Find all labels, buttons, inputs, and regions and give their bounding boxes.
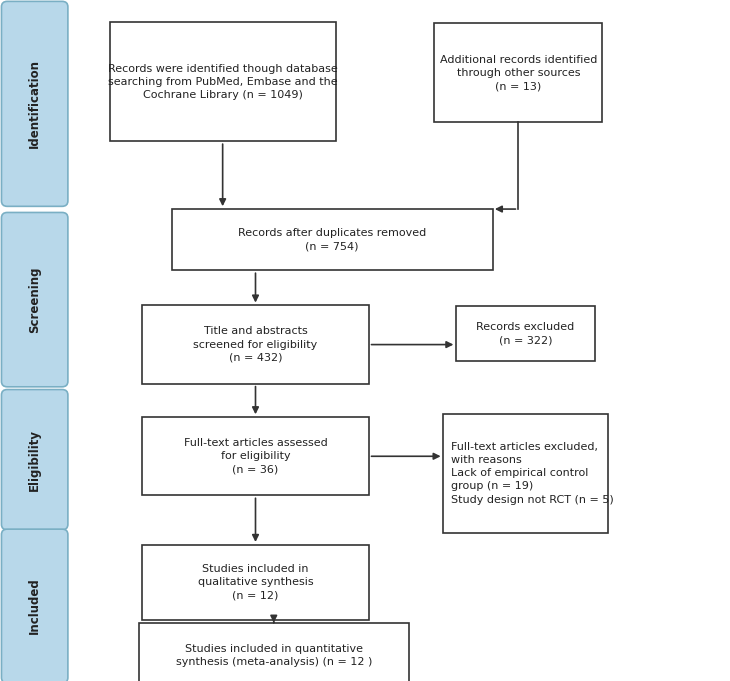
Bar [142, 545, 369, 620]
Bar [434, 24, 602, 123]
Text: Eligibility: Eligibility [28, 428, 41, 491]
Text: Records were identified though database
searching from PubMed, Embase and the
Co: Records were identified though database … [108, 63, 337, 100]
Bar [139, 622, 409, 681]
Bar [172, 209, 493, 270]
Text: Full-text articles assessed
for eligibility
(n = 36): Full-text articles assessed for eligibil… [184, 438, 327, 475]
Bar [142, 305, 369, 384]
FancyBboxPatch shape [1, 212, 68, 387]
Text: Records after duplicates removed
(n = 754): Records after duplicates removed (n = 75… [238, 228, 426, 251]
Bar [456, 306, 595, 361]
FancyBboxPatch shape [1, 390, 68, 530]
Bar [443, 414, 607, 533]
Text: Full-text articles excluded,
with reasons
Lack of empirical control
group (n = 1: Full-text articles excluded, with reason… [450, 442, 613, 505]
Text: Studies included in quantitative
synthesis (meta-analysis) (n = 12 ): Studies included in quantitative synthes… [175, 644, 372, 667]
Text: Title and abstracts
screened for eligibility
(n = 432): Title and abstracts screened for eligibi… [193, 326, 318, 363]
Text: Included: Included [28, 577, 41, 635]
Text: Additional records identified
through other sources
(n = 13): Additional records identified through ot… [439, 54, 597, 91]
Text: Records excluded
(n = 322): Records excluded (n = 322) [477, 322, 575, 345]
Text: Studies included in
qualitative synthesis
(n = 12): Studies included in qualitative synthesi… [198, 564, 313, 601]
Text: Identification: Identification [28, 59, 41, 148]
Bar [142, 417, 369, 496]
FancyBboxPatch shape [1, 1, 68, 206]
Text: Screening: Screening [28, 266, 41, 333]
Bar [110, 22, 336, 142]
FancyBboxPatch shape [1, 529, 68, 681]
